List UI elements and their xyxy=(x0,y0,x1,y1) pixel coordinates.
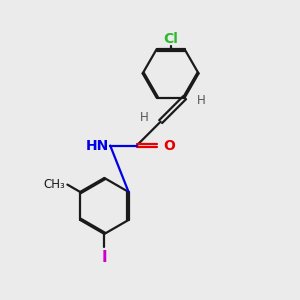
Text: H: H xyxy=(196,94,205,107)
Text: Cl: Cl xyxy=(163,32,178,46)
Text: HN: HN xyxy=(85,139,109,153)
Text: O: O xyxy=(163,139,175,153)
Text: H: H xyxy=(140,111,149,124)
Text: I: I xyxy=(101,250,107,265)
Text: CH₃: CH₃ xyxy=(44,178,66,191)
